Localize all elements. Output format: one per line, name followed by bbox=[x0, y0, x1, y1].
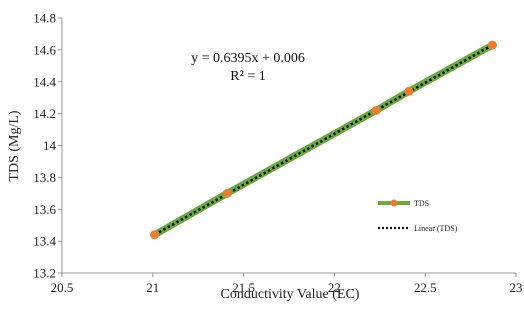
x-tick-label: 21 bbox=[146, 280, 159, 295]
legend: TDS Linear (TDS) bbox=[378, 199, 458, 233]
x-tick-label: 22.5 bbox=[414, 280, 437, 295]
data-point bbox=[487, 40, 497, 50]
y-axis-title: TDS (Mg/L) bbox=[7, 110, 22, 182]
data-point bbox=[222, 188, 232, 198]
y-tick-label: 14.4 bbox=[33, 74, 56, 89]
x-tick-label: 22 bbox=[328, 280, 341, 295]
series-tds-line bbox=[151, 41, 496, 239]
legend-linear-label: Linear (TDS) bbox=[414, 224, 458, 233]
series-layer bbox=[150, 40, 497, 240]
y-tick-label: 13.8 bbox=[33, 170, 56, 185]
y-ticks: 13.2 13.4 13.6 13.8 14 14.2 14.4 14.6 14.8 bbox=[33, 11, 62, 281]
r-squared-annotation: R² = 1 bbox=[230, 69, 265, 84]
y-tick-label: 13.6 bbox=[33, 202, 56, 217]
x-axis-title: Conductivity Value (EC) bbox=[221, 287, 360, 302]
data-point bbox=[371, 105, 381, 115]
x-tick-label: 20.5 bbox=[51, 280, 74, 295]
data-point bbox=[404, 86, 414, 96]
x-tick-label: 21.5 bbox=[232, 280, 255, 295]
x-ticks: 20.5 21 21.5 22 22.5 23 bbox=[51, 273, 523, 295]
y-tick-label: 14.2 bbox=[33, 106, 56, 121]
legend-tds-marker bbox=[390, 199, 398, 207]
equation-annotation: y = 0.6395x + 0.006 bbox=[191, 51, 305, 66]
y-tick-label: 14.8 bbox=[33, 11, 56, 26]
legend-tds-label: TDS bbox=[414, 199, 429, 208]
x-tick-label: 23 bbox=[510, 280, 523, 295]
data-point bbox=[150, 230, 160, 240]
y-tick-label: 14 bbox=[43, 138, 57, 153]
y-tick-label: 13.2 bbox=[33, 266, 56, 281]
y-tick-label: 13.4 bbox=[33, 234, 56, 249]
y-tick-label: 14.6 bbox=[33, 42, 56, 57]
